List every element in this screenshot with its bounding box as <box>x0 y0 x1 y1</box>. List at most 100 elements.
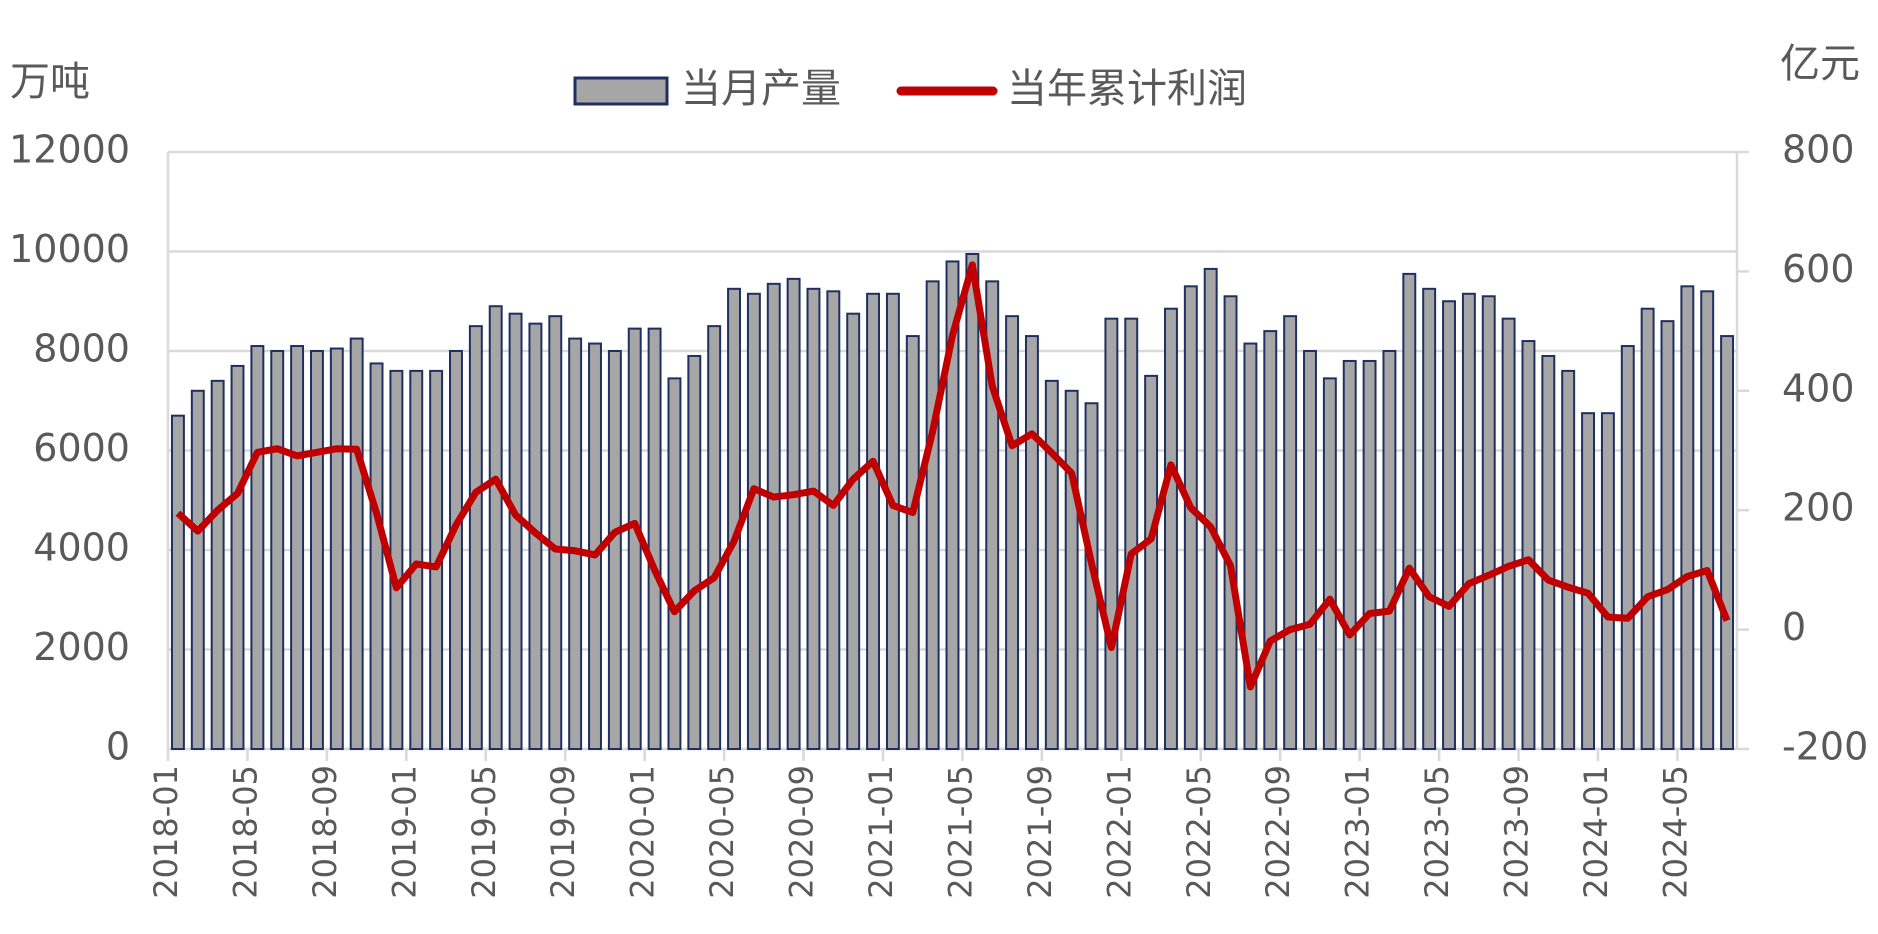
bar <box>349 337 364 750</box>
bar <box>1124 317 1139 750</box>
bar <box>190 389 205 750</box>
bar <box>1720 335 1735 750</box>
bar <box>488 305 503 750</box>
bar <box>1541 354 1556 750</box>
bar <box>1680 285 1695 750</box>
legend-swatch <box>573 76 669 106</box>
bar <box>508 312 523 750</box>
x-tick-label: 2019-05 <box>465 765 503 899</box>
bar <box>1581 412 1596 750</box>
bar <box>707 325 722 750</box>
bar <box>985 280 1000 750</box>
bar <box>369 362 384 750</box>
bar <box>230 364 245 750</box>
legend-label: 当年累计利润 <box>1007 66 1247 112</box>
bar <box>1402 272 1417 750</box>
bar <box>905 335 920 750</box>
bar <box>1322 377 1337 750</box>
bar <box>1700 290 1715 750</box>
bar <box>1044 379 1059 750</box>
bar <box>925 280 940 750</box>
bar <box>468 325 483 750</box>
bar <box>1481 295 1496 750</box>
y-axis-unit: 万吨 <box>10 59 90 105</box>
x-tick-label: 2020-01 <box>624 765 662 899</box>
bar <box>826 290 841 750</box>
bar <box>786 277 801 750</box>
bar <box>409 369 424 750</box>
bar <box>1263 330 1278 750</box>
bar <box>309 350 324 750</box>
legend-label: 当月产量 <box>681 66 841 112</box>
x-tick-label: 2019-01 <box>385 765 423 899</box>
bar <box>1660 320 1675 750</box>
bar <box>1024 335 1039 750</box>
bar <box>1640 307 1655 750</box>
x-tick-label: 2021-09 <box>1021 765 1059 899</box>
bar <box>1203 267 1218 750</box>
bar <box>270 350 285 750</box>
x-tick-label: 2020-05 <box>703 765 741 899</box>
x-tick-label: 2023-09 <box>1498 765 1536 899</box>
x-tick-label: 2024-01 <box>1577 765 1615 899</box>
x-tick-label: 2018-01 <box>147 765 185 899</box>
bar <box>945 260 960 750</box>
bar <box>727 287 741 750</box>
bar <box>746 292 761 750</box>
bar <box>290 345 305 750</box>
bar <box>1144 374 1159 750</box>
bar <box>1521 340 1536 750</box>
x-tick-label: 2019-09 <box>544 765 582 899</box>
bar <box>548 315 563 750</box>
bar <box>846 312 861 750</box>
bar <box>1243 342 1258 750</box>
bar <box>687 354 702 750</box>
bar <box>329 347 344 750</box>
y2-axis-unit: 亿元 <box>1780 41 1860 87</box>
y2-tick-label: 800 <box>1782 128 1855 172</box>
bar <box>210 379 225 750</box>
y-tick-label: 2000 <box>33 625 130 669</box>
y-tick-label: 10000 <box>9 227 130 271</box>
bar <box>1561 369 1576 750</box>
bar <box>1362 359 1377 750</box>
x-tick-label: 2021-05 <box>941 765 979 899</box>
bar <box>1064 389 1079 750</box>
y2-tick-label: 600 <box>1782 247 1855 291</box>
bar <box>766 282 781 750</box>
x-tick-label: 2018-05 <box>226 765 264 899</box>
bar <box>1620 345 1635 750</box>
bar <box>607 350 622 750</box>
bar <box>1461 292 1476 750</box>
x-tick-label: 2021-01 <box>862 765 900 899</box>
bar <box>1164 307 1178 750</box>
line <box>175 261 1731 691</box>
x-tick-label: 2023-01 <box>1339 765 1377 899</box>
y2-tick-label: -200 <box>1782 725 1868 769</box>
x-tick-label: 2024-05 <box>1656 765 1694 899</box>
y-tick-label: 4000 <box>33 526 130 570</box>
bar <box>1303 350 1317 750</box>
bar <box>1382 350 1397 750</box>
x-tick-label: 2018-09 <box>306 765 344 899</box>
y-tick-label: 8000 <box>33 327 130 371</box>
bar <box>1223 295 1238 750</box>
x-tick-label: 2020-09 <box>783 765 821 899</box>
bar <box>647 327 662 750</box>
bar <box>806 287 821 750</box>
bar <box>1104 317 1119 750</box>
bar <box>1600 412 1615 750</box>
y-tick-label: 6000 <box>33 426 130 470</box>
bar <box>1422 287 1437 750</box>
bar <box>667 377 682 750</box>
x-tick-label: 2023-05 <box>1418 765 1456 899</box>
x-tick-label: 2022-09 <box>1259 765 1297 899</box>
bar <box>1283 315 1298 750</box>
y2-tick-label: 200 <box>1782 486 1855 530</box>
y-tick-label: 0 <box>106 725 130 769</box>
bar <box>1183 285 1198 750</box>
bar <box>170 414 185 750</box>
bar <box>1342 359 1357 750</box>
y-tick-label: 12000 <box>9 128 130 172</box>
